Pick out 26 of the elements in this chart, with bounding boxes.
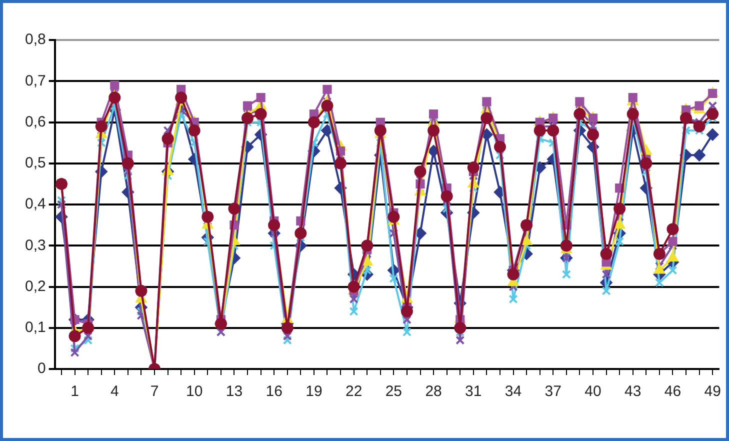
y-tick-label: 0,5 — [24, 154, 46, 172]
x-tick-label: 34 — [504, 383, 522, 400]
x-tick-label: 49 — [704, 383, 721, 400]
y-tick-label: 0,8 — [24, 31, 46, 48]
x-tick-label: 31 — [465, 383, 482, 400]
y-tick-label: 0,1 — [24, 319, 46, 336]
x-tick-label: 1 — [70, 383, 79, 400]
x-tick-label: 4 — [110, 383, 119, 400]
y-tick-label: 0 — [38, 360, 46, 378]
x-tick-label: 46 — [664, 383, 682, 400]
y-tick-label: 0,3 — [24, 236, 46, 254]
y-tick-label: 0,6 — [24, 113, 46, 130]
x-tick-label: 16 — [266, 383, 282, 400]
y-tick-label: 0,7 — [24, 72, 46, 90]
x-tick-label: 10 — [186, 383, 203, 400]
x-tick-label: 25 — [385, 383, 402, 400]
x-tick-label: 22 — [345, 383, 362, 400]
y-tick-label: 0,4 — [24, 196, 46, 213]
x-tick-label: 13 — [226, 383, 243, 400]
x-tick-label: 37 — [544, 383, 562, 400]
x-tick-label: 7 — [150, 383, 159, 400]
x-tick-label: 43 — [624, 383, 642, 400]
x-tick-label: 40 — [584, 383, 602, 400]
x-tick-label: 19 — [306, 383, 322, 400]
y-tick-label: 0,2 — [24, 278, 46, 295]
x-tick-label: 28 — [425, 383, 442, 400]
